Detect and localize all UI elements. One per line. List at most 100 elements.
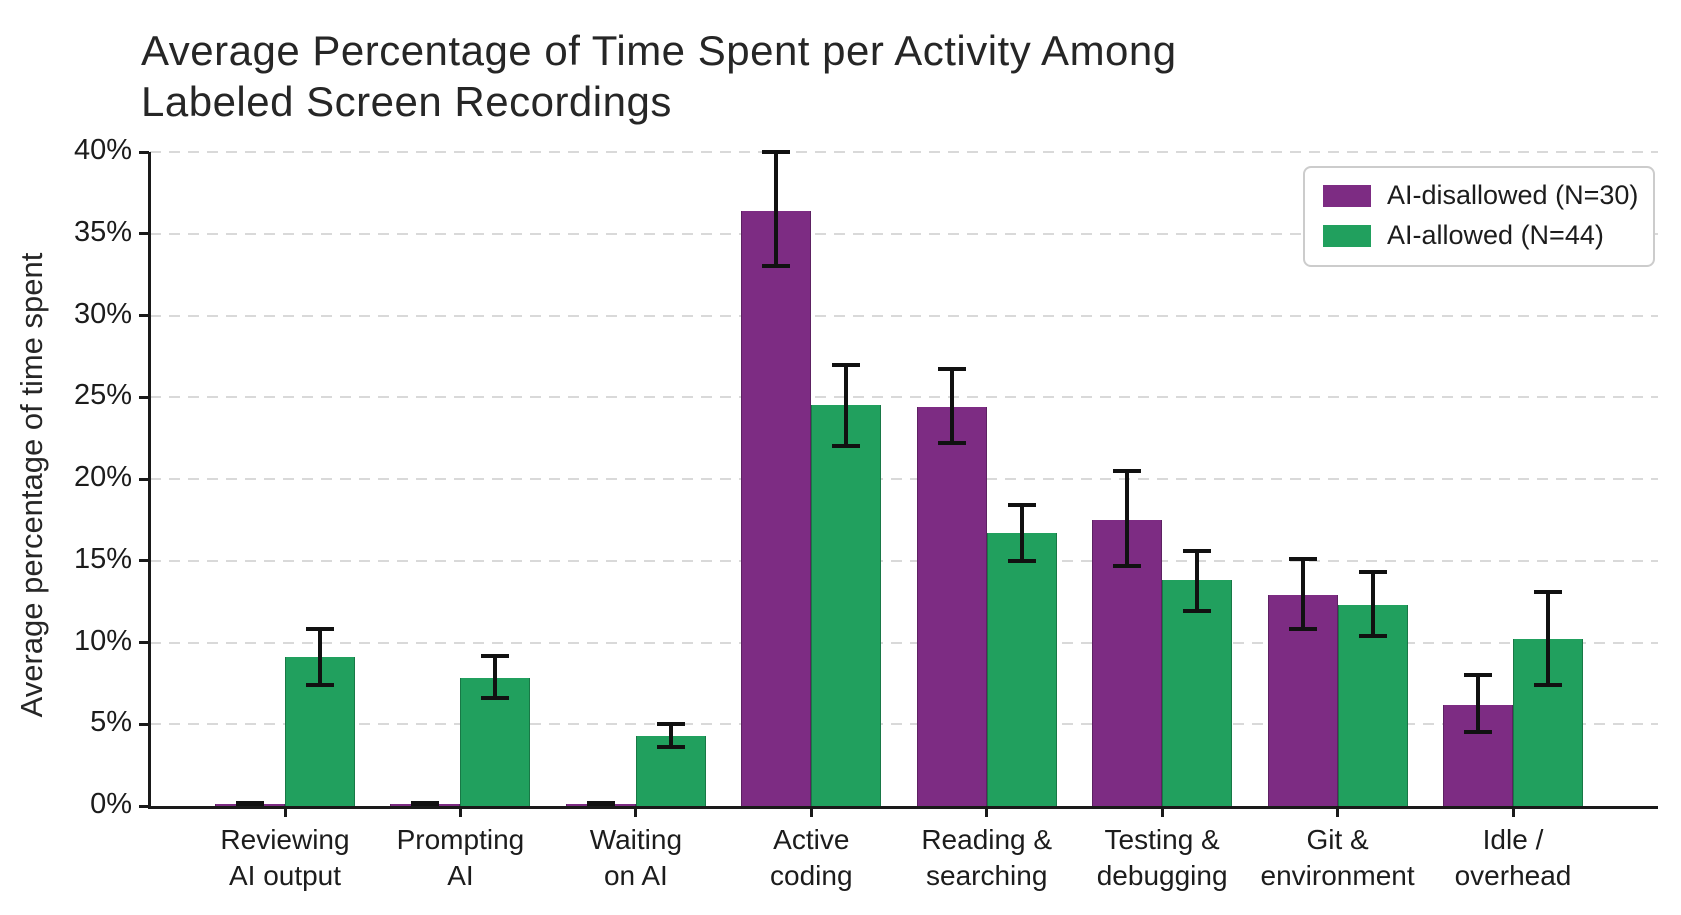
x-tick-label-7: Idle / overhead: [1454, 824, 1572, 892]
x-tick-mark-2: [634, 806, 638, 817]
x-tick-label-1: Prompting AI: [396, 824, 525, 892]
legend-item-ai-allowed: AI-allowed (N=44): [1323, 220, 1635, 251]
x-tick-mark-1: [458, 806, 462, 817]
x-tick-label-0: Reviewing AI output: [220, 824, 350, 892]
error-line-0-7: [1476, 675, 1480, 733]
y-tick-mark-20%: [139, 477, 149, 481]
y-tick-label-15%: 15%: [73, 542, 132, 575]
error-cap-top-1-6: [1358, 570, 1387, 575]
error-line-1-4: [1019, 505, 1024, 561]
error-line-1-3: [844, 364, 849, 447]
gridline-10%: [150, 641, 1658, 644]
error-cap-top-1-1: [481, 653, 510, 658]
legend-label-ai-disallowed: AI-disallowed (N=30): [1387, 180, 1639, 210]
y-tick-label-20%: 20%: [73, 461, 132, 493]
error-line-0-4: [949, 369, 954, 444]
x-tick-mark-3: [809, 806, 813, 817]
error-cap-top-1-2: [656, 722, 685, 727]
bar-allowed-6: [1337, 604, 1408, 806]
bar-allowed-4: [986, 532, 1057, 806]
error-cap-top-0-3: [762, 150, 791, 154]
y-tick-mark-0%: [139, 804, 149, 808]
error-cap-top-1-5: [1183, 548, 1212, 553]
x-tick-mark-0: [283, 806, 287, 817]
error-cap-top-0-1: [411, 800, 440, 805]
error-cap-top-0-7: [1464, 673, 1492, 678]
y-tick-label-10%: 10%: [73, 624, 132, 657]
gridline-25%: [150, 396, 1658, 399]
error-cap-bottom-0-3: [762, 264, 791, 269]
error-cap-bottom-1-2: [656, 745, 685, 750]
y-tick-mark-40%: [139, 150, 149, 154]
y-tick-label-25%: 25%: [73, 379, 132, 412]
legend-item-ai-disallowed: AI-disallowed (N=30): [1323, 180, 1639, 211]
error-cap-bottom-1-0: [306, 683, 334, 687]
y-axis-spine: [148, 152, 151, 809]
error-cap-top-0-4: [937, 367, 966, 372]
x-tick-mark-4: [985, 806, 989, 817]
x-tick-label-4: Reading & searching: [921, 824, 1053, 892]
y-tick-label-40%: 40%: [73, 134, 132, 166]
x-axis-spine: [148, 806, 1658, 809]
y-tick-mark-5%: [139, 722, 149, 726]
x-tick-mark-7: [1511, 806, 1515, 817]
y-tick-mark-25%: [139, 395, 149, 399]
error-cap-bottom-1-1: [481, 696, 510, 701]
y-tick-mark-15%: [139, 559, 149, 563]
error-line-1-7: [1546, 591, 1550, 685]
error-cap-bottom-1-6: [1358, 633, 1387, 638]
gridline-35%: [150, 232, 1658, 235]
error-cap-bottom-1-5: [1183, 609, 1212, 614]
legend-swatch-ai-allowed: [1323, 224, 1371, 247]
error-cap-top-1-0: [306, 627, 334, 632]
chart-title-line-2: Labeled Screen Recordings: [141, 78, 672, 125]
x-tick-mark-6: [1336, 806, 1340, 817]
legend-swatch-ai-disallowed: [1323, 184, 1371, 207]
x-tick-mark-5: [1160, 806, 1164, 817]
legend-label-ai-allowed: AI-allowed (N=44): [1387, 220, 1604, 250]
error-line-1-6: [1370, 572, 1375, 636]
chart-title-line-1: Average Percentage of Time Spent per Act…: [141, 27, 1177, 74]
gridline-15%: [150, 559, 1658, 562]
error-cap-bottom-1-4: [1007, 558, 1036, 563]
error-cap-bottom-1-7: [1534, 683, 1562, 687]
error-cap-top-1-7: [1534, 589, 1562, 594]
y-tick-label-35%: 35%: [73, 215, 132, 248]
bar-disallowed-3: [741, 210, 812, 806]
bar-allowed-5: [1162, 580, 1233, 806]
y-tick-mark-10%: [139, 641, 149, 644]
error-line-0-3: [774, 152, 779, 267]
legend: AI-disallowed (N=30) AI-allowed (N=44): [1303, 166, 1655, 267]
bar-disallowed-4: [916, 407, 987, 806]
error-cap-bottom-0-5: [1113, 563, 1142, 568]
y-tick-mark-30%: [139, 314, 149, 317]
error-line-1-2: [668, 724, 673, 748]
x-tick-label-5: Testing & debugging: [1096, 824, 1228, 892]
error-line-0-6: [1300, 559, 1305, 630]
error-cap-bottom-0-6: [1288, 627, 1317, 632]
error-cap-top-0-5: [1113, 468, 1142, 473]
error-cap-bottom-0-4: [937, 441, 966, 446]
gridline-30%: [150, 314, 1658, 317]
error-cap-bottom-0-7: [1464, 730, 1492, 735]
y-tick-label-0%: 0%: [90, 788, 132, 820]
x-tick-label-6: Git & environment: [1260, 824, 1415, 892]
y-tick-label-30%: 30%: [73, 297, 132, 330]
bar-allowed-3: [811, 405, 882, 806]
error-cap-top-1-3: [832, 362, 861, 367]
error-cap-top-0-2: [586, 800, 615, 805]
gridline-20%: [150, 478, 1658, 480]
gridline-40%: [150, 151, 1658, 153]
error-line-1-5: [1195, 550, 1200, 612]
error-line-1-1: [493, 655, 498, 699]
x-tick-label-2: Waiting on AI: [589, 824, 683, 892]
y-tick-mark-35%: [139, 232, 149, 236]
error-line-1-0: [318, 629, 322, 685]
error-cap-bottom-1-3: [832, 444, 861, 449]
error-line-0-5: [1125, 470, 1130, 566]
error-cap-top-0-0: [236, 800, 264, 805]
error-cap-top-1-4: [1007, 503, 1036, 508]
y-tick-label-5%: 5%: [90, 706, 132, 739]
gridline-5%: [150, 723, 1658, 726]
